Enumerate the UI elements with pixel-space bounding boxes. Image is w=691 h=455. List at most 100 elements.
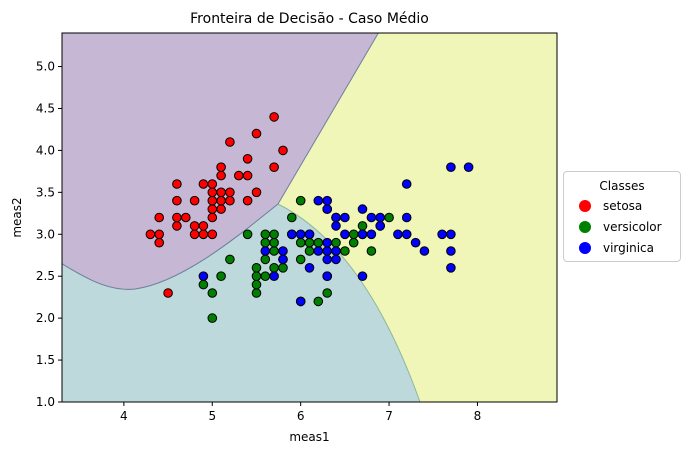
legend-title: Classes [599, 179, 645, 193]
point-versicolor-5 [242, 229, 253, 240]
point-versicolor-12 [260, 237, 271, 248]
legend-marker-setosa [579, 199, 591, 212]
point-virginica-41 [446, 162, 456, 172]
point-versicolor-36 [340, 246, 350, 256]
point-versicolor-40 [357, 221, 368, 231]
point-setosa-5 [172, 221, 182, 231]
point-setosa-2 [154, 229, 164, 240]
point-setosa-20 [207, 187, 218, 198]
point-setosa-16 [207, 229, 218, 240]
point-versicolor-1 [207, 313, 218, 323]
point-setosa-18 [207, 204, 218, 214]
point-versicolor-0 [198, 279, 209, 290]
point-setosa-21 [207, 179, 218, 189]
point-versicolor-43 [384, 212, 394, 223]
legend-label-setosa: setosa [603, 198, 643, 213]
point-virginica-19 [331, 246, 341, 256]
point-setosa-34 [251, 187, 262, 198]
legend-item-versicolor: versicolor [564, 216, 680, 237]
point-setosa-15 [198, 179, 209, 189]
legend-label-virginica: virginica [603, 240, 654, 255]
y-tick-label: 5.0 [36, 60, 55, 74]
point-virginica-35 [410, 237, 421, 248]
point-virginica-31 [393, 229, 403, 240]
x-tick-label: 4 [120, 409, 128, 423]
legend-marker-versicolor [579, 220, 591, 233]
y-tick-label: 3.0 [36, 227, 55, 241]
plot-frame [61, 32, 558, 403]
point-setosa-13 [198, 229, 209, 240]
point-setosa-19 [207, 195, 218, 206]
point-virginica-6 [295, 296, 306, 307]
point-setosa-14 [198, 221, 209, 231]
point-setosa-33 [242, 154, 253, 164]
point-versicolor-25 [295, 195, 306, 206]
x-axis-ticks: 4 5 6 7 8 [120, 402, 481, 423]
point-setosa-32 [242, 170, 253, 181]
point-virginica-13 [322, 254, 333, 265]
y-tick-label: 3.5 [36, 185, 55, 199]
point-versicolor-23 [295, 254, 306, 265]
point-versicolor-9 [251, 263, 262, 273]
point-setosa-28 [225, 187, 235, 198]
point-versicolor-30 [313, 237, 324, 248]
legend-label-versicolor: versicolor [603, 219, 662, 234]
point-virginica-42 [463, 162, 474, 172]
point-virginica-1 [260, 246, 271, 256]
point-setosa-4 [163, 288, 173, 298]
legend-item-setosa: setosa [564, 195, 680, 216]
point-setosa-11 [189, 221, 200, 231]
point-versicolor-34 [331, 237, 341, 248]
y-tick-label: 1.5 [36, 353, 55, 367]
y-axis-label: meas2 [10, 197, 24, 237]
point-setosa-17 [207, 212, 218, 223]
point-virginica-36 [419, 246, 430, 256]
point-versicolor-15 [269, 246, 279, 256]
point-versicolor-7 [251, 279, 262, 290]
point-virginica-10 [313, 246, 324, 256]
legend-marker-virginica [579, 241, 591, 254]
point-virginica-22 [340, 229, 350, 240]
x-tick-label: 8 [474, 409, 482, 423]
legend: Classes setosa versicolor virginica [563, 171, 681, 262]
point-setosa-29 [225, 137, 235, 147]
point-versicolor-2 [207, 288, 218, 298]
point-versicolor-13 [260, 229, 271, 240]
point-versicolor-10 [260, 271, 271, 282]
point-virginica-20 [331, 221, 341, 231]
point-virginica-4 [278, 246, 288, 256]
point-versicolor-18 [278, 263, 288, 273]
point-setosa-7 [172, 195, 182, 206]
point-virginica-3 [278, 254, 288, 265]
point-setosa-35 [251, 128, 262, 139]
point-virginica-5 [287, 229, 297, 240]
y-tick-label: 4.0 [36, 143, 55, 157]
point-versicolor-27 [304, 237, 315, 248]
point-virginica-40 [446, 229, 456, 240]
point-virginica-29 [375, 221, 386, 231]
point-virginica-9 [304, 229, 315, 240]
point-versicolor-14 [269, 263, 279, 273]
point-versicolor-31 [322, 288, 333, 298]
point-versicolor-6 [251, 288, 262, 298]
point-setosa-27 [225, 195, 235, 206]
point-virginica-24 [357, 271, 368, 282]
y-tick-label: 1.0 [36, 395, 55, 409]
point-setosa-25 [216, 170, 226, 181]
x-tick-label: 7 [385, 409, 393, 423]
point-versicolor-29 [313, 296, 324, 307]
point-setosa-0 [145, 229, 156, 240]
point-versicolor-26 [304, 246, 315, 256]
x-tick-label: 5 [208, 409, 216, 423]
point-versicolor-24 [295, 237, 306, 248]
point-virginica-8 [304, 263, 315, 273]
data-points [145, 112, 474, 323]
point-virginica-32 [401, 229, 412, 240]
point-virginica-16 [322, 204, 333, 214]
chart-title: Fronteira de Decisão - Caso Médio [190, 11, 429, 27]
y-tick-label: 4.5 [36, 101, 55, 115]
point-virginica-0 [198, 271, 209, 282]
point-virginica-18 [331, 254, 341, 265]
point-setosa-38 [278, 145, 288, 156]
